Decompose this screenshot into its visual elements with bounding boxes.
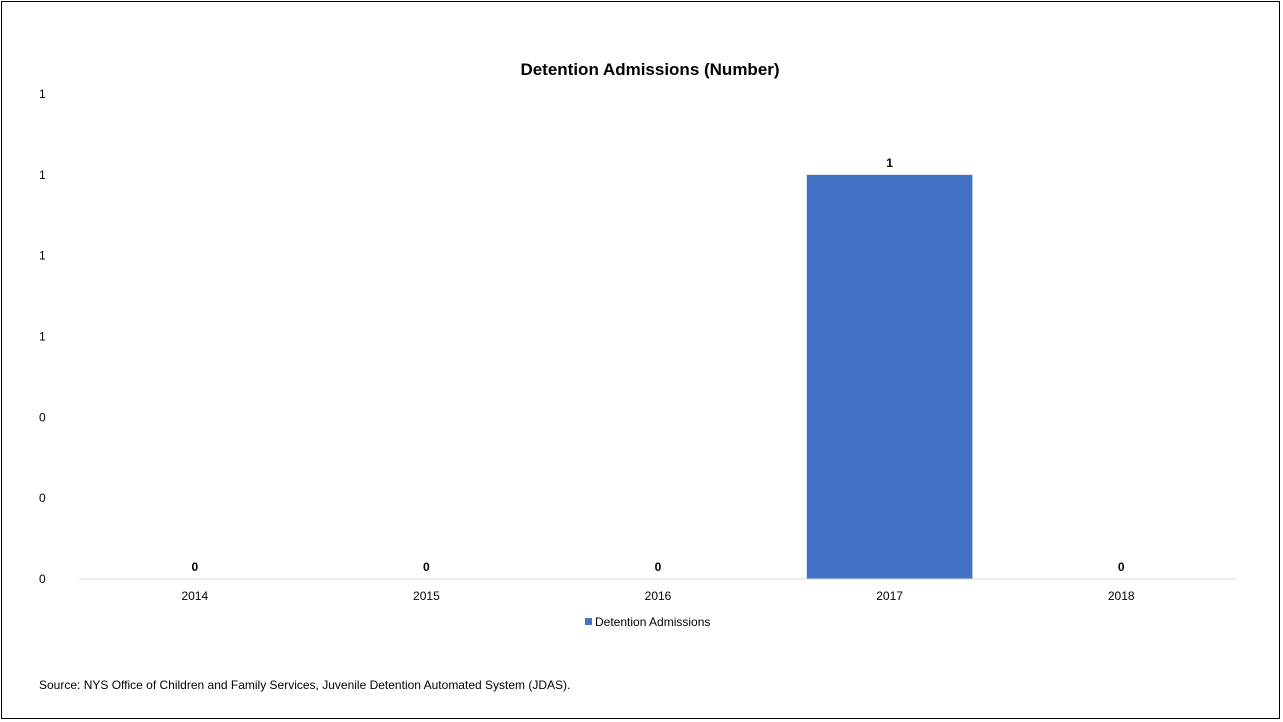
y-axis-tick-label: 1 — [39, 330, 46, 344]
y-axis-tick-label: 1 — [39, 87, 46, 101]
data-labels: 0 0 0 1 0 — [191, 156, 1124, 574]
data-label-2017: 1 — [886, 156, 893, 170]
y-axis-tick-label: 0 — [39, 572, 46, 586]
y-axis-tick-label: 0 — [39, 410, 46, 424]
x-axis-tick-labels: 2014 2015 2016 2017 2018 — [181, 589, 1134, 603]
x-axis-tick-label: 2018 — [1108, 589, 1135, 603]
data-label-2015: 0 — [423, 560, 430, 574]
legend-swatch — [585, 618, 592, 625]
y-axis-tick-label: 1 — [39, 249, 46, 263]
source-note: Source: NYS Office of Children and Famil… — [39, 678, 571, 692]
x-axis-tick-label: 2014 — [181, 589, 208, 603]
y-axis-tick-label: 0 — [39, 491, 46, 505]
x-axis-tick-label: 2017 — [876, 589, 903, 603]
data-label-2018: 0 — [1118, 560, 1125, 574]
x-axis-tick-label: 2016 — [645, 589, 672, 603]
chart-title: Detention Admissions (Number) — [520, 60, 779, 79]
data-label-2016: 0 — [655, 560, 662, 574]
bar-2017 — [806, 174, 973, 580]
legend-label: Detention Admissions — [595, 615, 710, 629]
data-label-2014: 0 — [191, 560, 198, 574]
y-axis-tick-label: 1 — [39, 168, 46, 182]
x-axis-tick-label: 2015 — [413, 589, 440, 603]
bars — [806, 174, 973, 580]
y-axis-tick-labels: 0 0 0 1 1 1 1 — [39, 87, 46, 586]
legend: Detention Admissions — [585, 615, 710, 629]
